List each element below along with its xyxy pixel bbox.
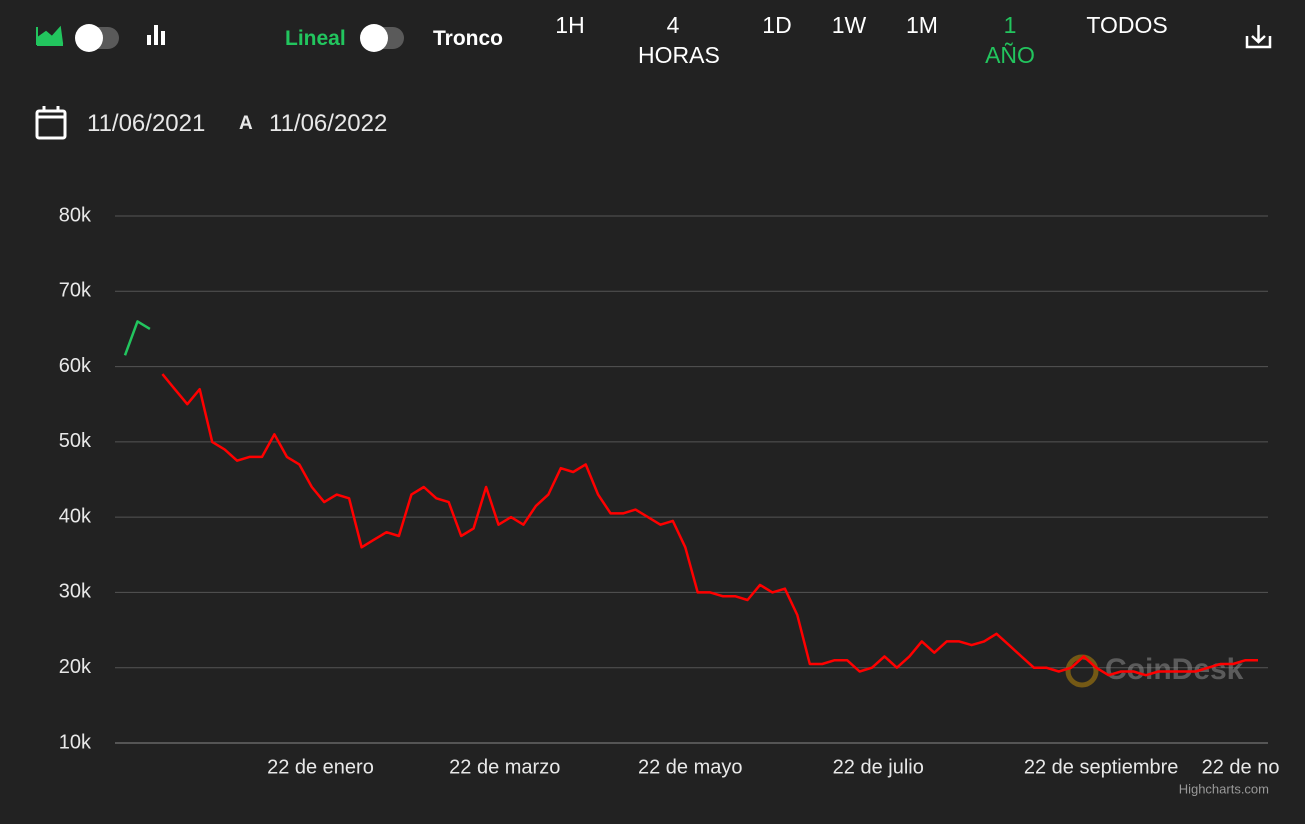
scale-right[interactable]: Tronco <box>433 27 504 50</box>
range-button[interactable]: 1D <box>762 12 792 38</box>
area-icon[interactable] <box>36 25 64 46</box>
price-line <box>123 320 151 356</box>
range-button[interactable]: 1H <box>555 12 585 38</box>
y-tick-label: 10k <box>59 731 92 753</box>
range-button[interactable]: 1W <box>831 12 867 38</box>
scale-left[interactable]: Lineal <box>285 27 346 50</box>
y-tick-label: 60k <box>59 355 92 377</box>
bar-icon[interactable] <box>147 25 165 45</box>
x-tick-label: 22 de enero <box>267 756 374 778</box>
date-to[interactable]: 11/06/2022 <box>269 110 388 137</box>
y-tick-label: 20k <box>59 656 92 678</box>
chart-type-toggle[interactable] <box>75 24 119 52</box>
range-button[interactable]: 1M <box>906 12 938 38</box>
x-tick-label: 22 de marzo <box>449 756 560 778</box>
y-tick-label: 80k <box>59 204 92 226</box>
x-tick-label: 22 de mayo <box>638 756 743 778</box>
y-tick-label: 50k <box>59 430 92 452</box>
credits: Highcharts.com <box>1179 781 1269 796</box>
x-tick-label: 22 de julio <box>833 756 924 778</box>
range-button[interactable]: TODOS <box>1086 12 1168 38</box>
y-tick-label: 30k <box>59 581 92 603</box>
watermark-logo <box>1065 654 1099 688</box>
calendar-icon[interactable] <box>35 106 67 140</box>
y-tick-label: 70k <box>59 280 92 302</box>
x-tick-label: 22 de septiembre <box>1024 756 1179 778</box>
y-tick-label: 40k <box>59 505 92 527</box>
date-from[interactable]: 11/06/2021 <box>87 110 206 137</box>
x-tick-label: 22 de no <box>1202 756 1280 778</box>
range-button[interactable]: 4 HORAS <box>638 12 720 68</box>
price-line <box>161 373 1258 677</box>
scale-toggle[interactable] <box>360 24 404 52</box>
watermark: CoinDesk <box>1105 653 1244 686</box>
range-button[interactable]: 1 AÑO <box>985 12 1035 68</box>
date-separator: A <box>239 113 253 134</box>
download-icon[interactable] <box>1245 25 1272 49</box>
